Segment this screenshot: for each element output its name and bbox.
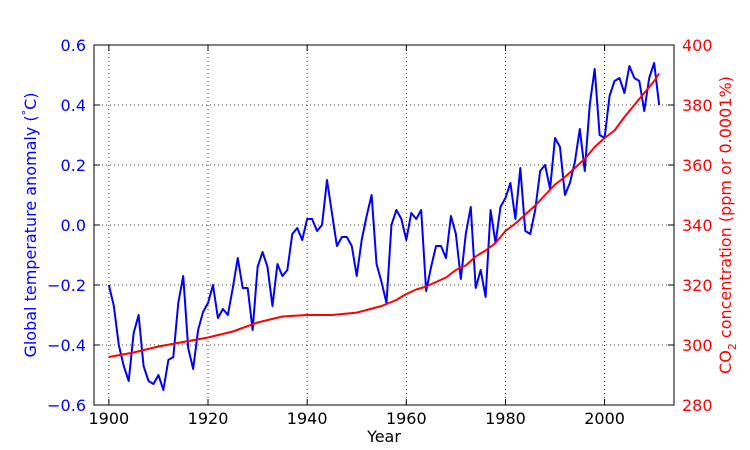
tick-marks: [94, 44, 674, 406]
y-left-tick-label-2: −0.2: [47, 276, 86, 295]
y-axis-left-label-degree: °: [20, 110, 33, 116]
x-tick-label-5: 2000: [584, 409, 625, 428]
y-axis-right-label-part-1: CO: [716, 350, 735, 374]
y-left-tick-label-6: 0.6: [61, 36, 86, 55]
y-right-tick-label-0: 280: [682, 396, 713, 415]
tick-labels: 1900 1920 1940 1960 1980 2000 −0.6 −0.4 −0.2 0.0 0…: [47, 36, 712, 428]
y-axis-left-label-part-1: Global temperature anomaly (: [21, 115, 40, 357]
x-tick-label-4: 1980: [485, 409, 526, 428]
x-axis-label: Year: [366, 427, 401, 446]
y-right-tick-label-5: 380: [682, 96, 713, 115]
x-tick-label-3: 1960: [386, 409, 427, 428]
y-right-tick-label-3: 340: [682, 216, 713, 235]
co2-concentration-line: [108, 72, 660, 358]
y-left-tick-label-4: 0.2: [61, 156, 86, 175]
plot-lines: [107, 62, 661, 391]
x-tick-label-0: 1900: [89, 409, 130, 428]
y-left-tick-label-0: −0.6: [47, 396, 86, 415]
y-axis-right-label: CO2 concentration (ppm or 0.0001%): [716, 76, 739, 374]
x-tick-label-2: 1940: [287, 409, 328, 428]
y-right-tick-label-1: 300: [682, 336, 713, 355]
temperature-anomaly-line: [107, 62, 661, 391]
y-right-tick-label-4: 360: [682, 156, 713, 175]
y-left-tick-label-3: 0.0: [61, 216, 86, 235]
y-right-tick-label-2: 320: [682, 276, 713, 295]
y-left-tick-label-1: −0.4: [47, 336, 86, 355]
y-right-tick-label-6: 400: [682, 36, 713, 55]
y-axis-right-label-part-3: concentration (ppm or 0.0001%): [716, 76, 735, 343]
y-axis-left-label-part-3: C): [21, 92, 40, 109]
y-axis-right-label-subscript: 2: [726, 343, 739, 350]
x-tick-label-1: 1920: [188, 409, 229, 428]
y-left-tick-label-5: 0.4: [61, 96, 86, 115]
y-axis-left-label: Global temperature anomaly (°C): [20, 92, 40, 357]
